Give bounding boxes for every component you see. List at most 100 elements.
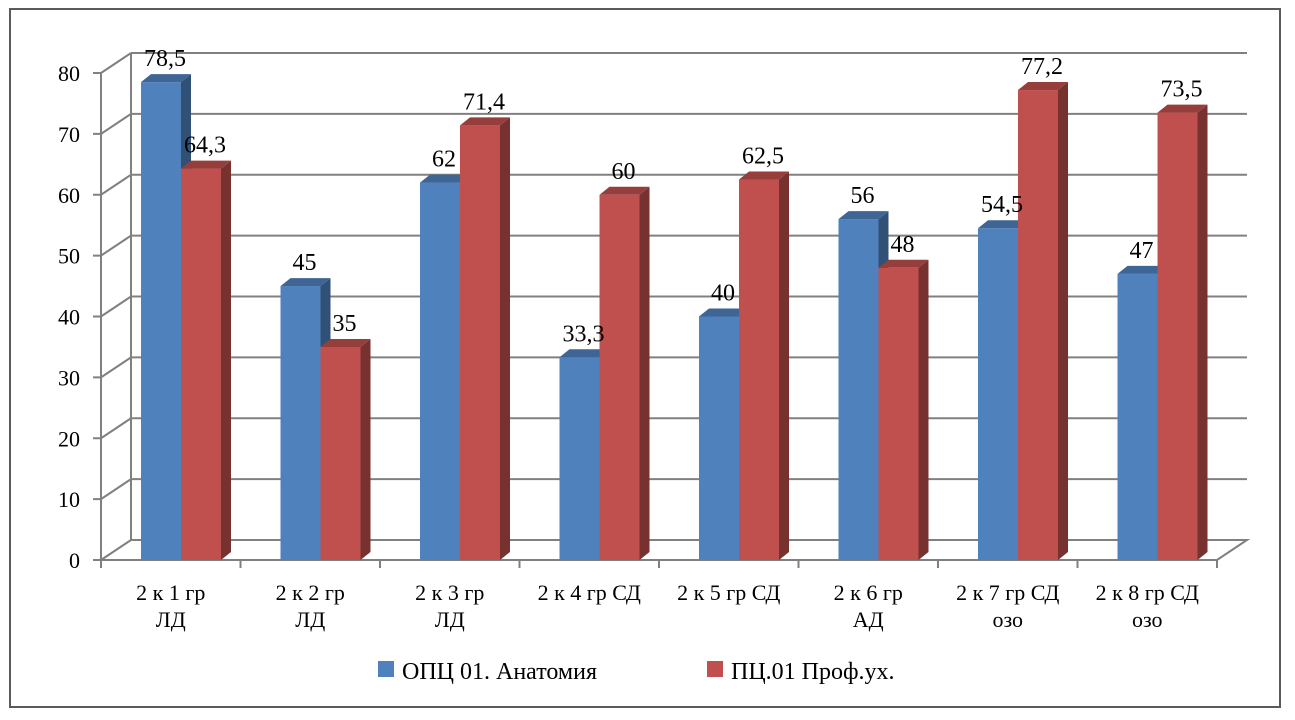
- bar-front: [599, 194, 640, 560]
- bar-side: [779, 171, 789, 560]
- y-tick-label: 60: [58, 183, 80, 208]
- y-tick-label: 10: [58, 487, 80, 512]
- bar-top: [460, 117, 510, 126]
- bar-side: [360, 338, 371, 560]
- gridline-diagonal: [100, 234, 132, 257]
- bar-side: [918, 259, 929, 560]
- y-tick-label: 40: [58, 305, 80, 330]
- bar-top: [599, 186, 650, 195]
- x-tick-label-line: 2 к 4 гр СД: [538, 580, 641, 605]
- bar-front: [141, 82, 181, 560]
- x-tick-label-line: ЛД: [435, 607, 465, 632]
- bar-front: [181, 168, 221, 561]
- y-tick-label: 80: [58, 61, 80, 86]
- gridline-diagonal: [100, 173, 132, 196]
- data-label: 62,5: [742, 144, 784, 170]
- x-tick-label-line: 2 к 3 гр: [415, 580, 484, 605]
- y-tick-label: 20: [58, 426, 80, 451]
- x-tick-label: 2 к 3 гр ЛД: [415, 580, 484, 632]
- legend-label: ОПЦ 01. Анатомия: [402, 659, 597, 685]
- bar-front: [978, 228, 1018, 560]
- y-tick-label: 70: [58, 122, 80, 147]
- gridline-diagonal: [100, 356, 132, 379]
- bar-front: [1157, 112, 1198, 560]
- data-label: 40: [711, 281, 735, 307]
- bar-front: [320, 346, 361, 560]
- data-label: 56: [851, 183, 875, 209]
- data-label: 71,4: [463, 89, 505, 115]
- y-tick-label: 50: [58, 244, 80, 269]
- y-tick-label: 0: [69, 548, 80, 573]
- data-label: 48: [891, 232, 915, 258]
- x-tick-label-line: 2 к 7 гр СД: [956, 580, 1059, 605]
- x-tick-label-line: ЛД: [295, 607, 325, 632]
- x-tick-label-line: озо: [992, 607, 1023, 632]
- x-tick-label-line: 2 к 5 гр СД: [677, 580, 780, 605]
- bar-front: [280, 286, 321, 560]
- x-tick-label-line: 2 к 2 гр: [276, 580, 345, 605]
- bar-layer: [141, 74, 1208, 561]
- bar-front: [699, 316, 739, 560]
- bar-top: [559, 349, 610, 358]
- data-label: 45: [293, 250, 317, 276]
- bar-front: [878, 267, 919, 560]
- bar-front: [420, 182, 460, 560]
- bar-front: [838, 219, 879, 560]
- legend-swatch: [707, 661, 723, 677]
- data-label: 33,3: [563, 321, 605, 347]
- bar-top: [1117, 265, 1168, 274]
- bar-top: [739, 171, 789, 180]
- gridline-diagonal: [100, 478, 132, 500]
- legend-swatch: [378, 661, 394, 677]
- bar-top: [1018, 82, 1068, 91]
- data-label: 60: [612, 159, 636, 185]
- x-tick-label: 2 к 7 гр СД озо: [956, 580, 1059, 632]
- bar-top: [420, 174, 470, 183]
- bar-top: [141, 74, 191, 83]
- legend: ОПЦ 01. Анатомия ПЦ.01 Проф.ух.: [378, 659, 895, 685]
- label-layer: 78,5 64,3 45 35 62 71,4 33,3 60 40 62,5 56 48 54,5 77…: [144, 46, 1203, 347]
- bar-top: [280, 278, 331, 287]
- x-tick-label: 2 к 4 гр СД: [538, 580, 641, 605]
- bar-front: [1117, 273, 1158, 560]
- x-tick-label: 2 к 5 гр СД: [677, 580, 780, 605]
- bar-side: [1197, 104, 1208, 560]
- data-label: 62: [432, 147, 456, 173]
- bar-front: [559, 357, 600, 560]
- gridline-diagonal: [100, 52, 132, 74]
- bar-side: [1058, 82, 1068, 561]
- bar-top: [1157, 104, 1208, 113]
- gridline-diagonal: [100, 417, 132, 440]
- data-label: 77,2: [1021, 54, 1063, 80]
- data-label: 73,5: [1161, 77, 1203, 103]
- x-tick-label: 2 к 2 гр ЛД: [276, 580, 345, 632]
- x-tick-label: 2 к 1 гр ЛД: [136, 580, 205, 632]
- bar-top: [181, 160, 231, 169]
- bar-top: [699, 308, 749, 317]
- chart-floor: [97, 539, 1251, 561]
- x-tick-label-line: 2 к 1 гр: [136, 580, 205, 605]
- x-tick-label-line: ЛД: [156, 607, 186, 632]
- legend-label: ПЦ.01 Проф.ух.: [731, 659, 895, 685]
- bar-side: [639, 186, 650, 560]
- x-tick-label: 2 к 8 гр СД озо: [1096, 580, 1199, 632]
- x-tick-label: 2 к 6 гр АД: [834, 580, 903, 632]
- data-label: 78,5: [144, 46, 186, 72]
- bar-side: [221, 160, 231, 561]
- data-label: 64,3: [184, 133, 226, 159]
- y-tick-label: 30: [58, 365, 80, 390]
- grid-layer: [97, 52, 1251, 561]
- bar-top: [838, 211, 889, 220]
- x-tick-label-line: 2 к 8 гр СД: [1096, 580, 1199, 605]
- data-label: 47: [1130, 238, 1154, 264]
- x-tick-label-line: 2 к 6 гр: [834, 580, 903, 605]
- x-tick-label-line: АД: [853, 607, 884, 632]
- bar-top: [320, 338, 371, 347]
- bar-side: [500, 117, 510, 560]
- gridline-diagonal: [100, 295, 132, 318]
- x-tick-label-line: озо: [1132, 607, 1163, 632]
- bar-front: [739, 179, 779, 560]
- bar-front: [1018, 90, 1058, 561]
- data-label: 54,5: [981, 192, 1023, 218]
